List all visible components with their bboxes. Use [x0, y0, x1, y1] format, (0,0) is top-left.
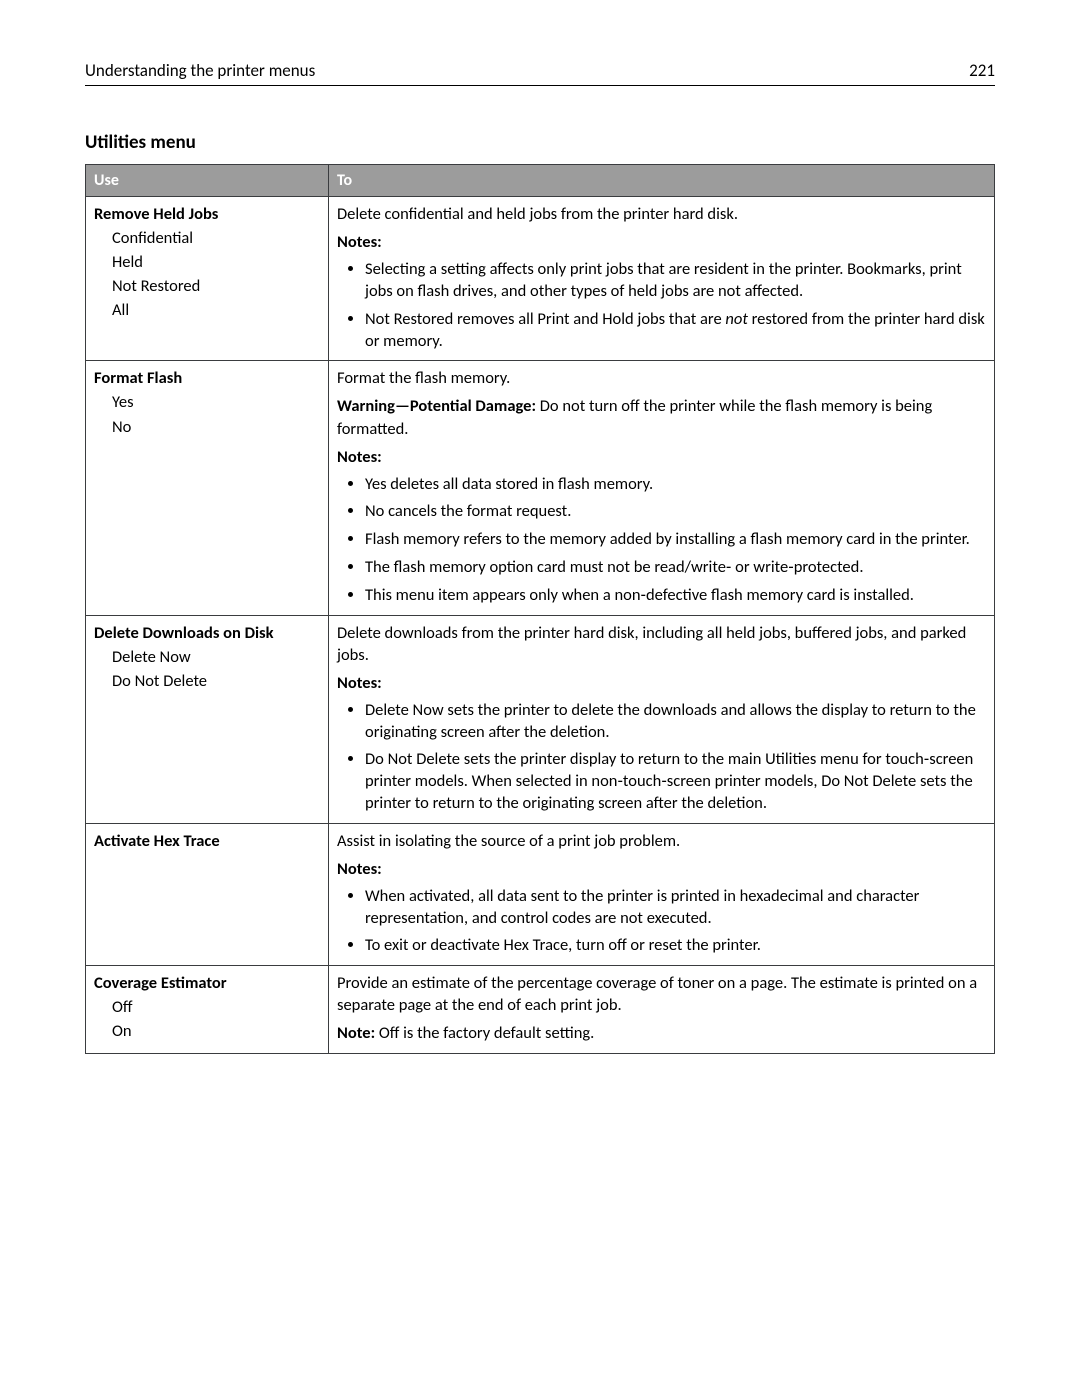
table-header-row: Use To	[86, 165, 995, 197]
menu-option: Not Restored	[112, 275, 320, 297]
note-item: Yes deletes all data stored in flash mem…	[365, 474, 986, 496]
notes-list: When activated, all data sent to the pri…	[337, 886, 986, 957]
notes-label: Notes:	[337, 858, 986, 880]
page-header: Understanding the printer menus 221	[85, 60, 995, 86]
menu-options: Off On	[94, 996, 320, 1042]
table-row: Coverage Estimator Off On Provide an est…	[86, 966, 995, 1053]
warning-line: Warning—Potential Damage: Do not turn of…	[337, 395, 986, 439]
notes-list: Delete Now sets the printer to delete th…	[337, 700, 986, 815]
lead-text: Delete confidential and held jobs from t…	[337, 203, 986, 225]
menu-item-title: Activate Hex Trace	[94, 830, 320, 852]
note-item: To exit or deactivate Hex Trace, turn of…	[365, 935, 986, 957]
page: Understanding the printer menus 221 Util…	[0, 0, 1080, 1094]
menu-item-title: Delete Downloads on Disk	[94, 622, 320, 644]
lead-text: Delete downloads from the printer hard d…	[337, 622, 986, 666]
note-text: Off is the factory default setting.	[375, 1023, 594, 1043]
to-cell: Format the flash memory. Warning—Potenti…	[329, 361, 995, 615]
note-item: Not Restored removes all Print and Hold …	[365, 309, 986, 353]
menu-options: Delete Now Do Not Delete	[94, 646, 320, 692]
menu-option: On	[112, 1020, 320, 1042]
lead-text: Assist in isolating the source of a prin…	[337, 830, 986, 852]
notes-label: Notes:	[337, 231, 986, 253]
menu-option: Delete Now	[112, 646, 320, 668]
use-cell: Delete Downloads on Disk Delete Now Do N…	[86, 615, 329, 823]
menu-option: All	[112, 299, 320, 321]
note-line: Note: Off is the factory default setting…	[337, 1022, 986, 1044]
note-item: Selecting a setting affects only print j…	[365, 259, 986, 303]
menu-option: No	[112, 416, 320, 438]
menu-item-title: Remove Held Jobs	[94, 203, 320, 225]
notes-label: Notes:	[337, 672, 986, 694]
warning-prefix: Warning—Potential Damage:	[337, 396, 536, 416]
menu-item-title: Format Flash	[94, 367, 320, 389]
notes-list: Selecting a setting affects only print j…	[337, 259, 986, 352]
menu-options: Yes No	[94, 391, 320, 437]
note-item: When activated, all data sent to the pri…	[365, 886, 986, 930]
menu-option: Off	[112, 996, 320, 1018]
note-item: This menu item appears only when a non‑d…	[365, 585, 986, 607]
menu-option: Confidential	[112, 227, 320, 249]
note-item: Flash memory refers to the memory added …	[365, 529, 986, 551]
notes-list: Yes deletes all data stored in flash mem…	[337, 474, 986, 607]
lead-text: Provide an estimate of the percentage co…	[337, 972, 986, 1016]
table-row: Format Flash Yes No Format the flash mem…	[86, 361, 995, 615]
to-cell: Provide an estimate of the percentage co…	[329, 966, 995, 1053]
note-item: The flash memory option card must not be…	[365, 557, 986, 579]
menu-item-title: Coverage Estimator	[94, 972, 320, 994]
lead-text: Format the flash memory.	[337, 367, 986, 389]
use-cell: Format Flash Yes No	[86, 361, 329, 615]
table-row: Delete Downloads on Disk Delete Now Do N…	[86, 615, 995, 823]
use-cell: Activate Hex Trace	[86, 823, 329, 966]
page-number: 221	[969, 60, 995, 81]
menu-option: Do Not Delete	[112, 670, 320, 692]
note-item: Delete Now sets the printer to delete th…	[365, 700, 986, 744]
note-prefix: Note:	[337, 1023, 375, 1043]
menu-option: Held	[112, 251, 320, 273]
table-row: Remove Held Jobs Confidential Held Not R…	[86, 197, 995, 361]
menu-option: Yes	[112, 391, 320, 413]
note-text: Not Restored removes all Print and Hold …	[365, 309, 725, 329]
note-item: Do Not Delete sets the printer display t…	[365, 749, 986, 814]
col-header-use: Use	[86, 165, 329, 197]
notes-label: Notes:	[337, 446, 986, 468]
use-cell: Remove Held Jobs Confidential Held Not R…	[86, 197, 329, 361]
menu-options: Confidential Held Not Restored All	[94, 227, 320, 321]
use-cell: Coverage Estimator Off On	[86, 966, 329, 1053]
to-cell: Assist in isolating the source of a prin…	[329, 823, 995, 966]
note-italic: not	[725, 309, 747, 329]
header-title: Understanding the printer menus	[85, 60, 315, 81]
col-header-to: To	[329, 165, 995, 197]
to-cell: Delete downloads from the printer hard d…	[329, 615, 995, 823]
section-title: Utilities menu	[85, 131, 995, 154]
table-row: Activate Hex Trace Assist in isolating t…	[86, 823, 995, 966]
utilities-menu-table: Use To Remove Held Jobs Confidential Hel…	[85, 164, 995, 1054]
note-item: No cancels the format request.	[365, 501, 986, 523]
to-cell: Delete confidential and held jobs from t…	[329, 197, 995, 361]
